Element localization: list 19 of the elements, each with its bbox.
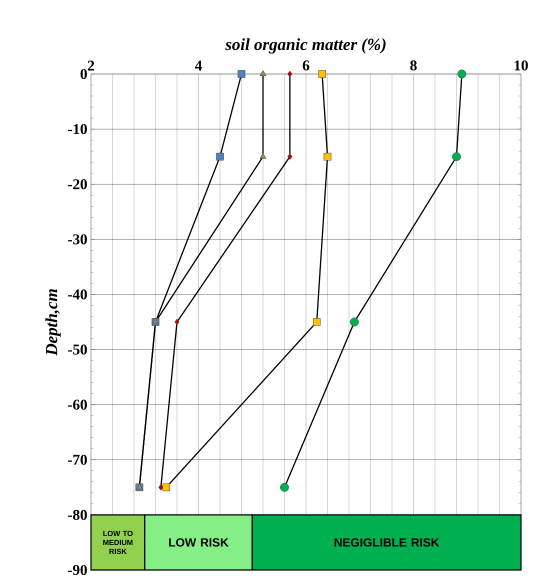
- y-tick-label: -50: [68, 344, 87, 355]
- y-tick-label: -90: [68, 564, 87, 576]
- band-label: LOW RISK: [169, 538, 229, 547]
- x-axis-title: soil organic matter (%): [225, 38, 386, 54]
- y-tick-label: -70: [68, 454, 87, 465]
- y-tick-label: -30: [68, 234, 87, 244]
- y-tick-label: -80: [68, 510, 87, 520]
- y-tick-label: 0: [80, 68, 87, 80]
- y-tick-label: -40: [68, 289, 87, 300]
- x-tick-label: 6: [302, 60, 310, 70]
- x-tick-label: 4: [194, 60, 202, 70]
- x-tick-label: 8: [410, 60, 417, 70]
- band-label: NEGIGLIBLE RISK: [334, 538, 440, 547]
- x-tick-label: 10: [514, 60, 528, 70]
- y-axis-title: Depth,cm: [45, 289, 61, 356]
- y-tick-label: -20: [68, 179, 87, 190]
- x-tick-label: 2: [88, 60, 94, 70]
- y-tick-label: -10: [68, 124, 87, 134]
- y-tick-label: -60: [68, 400, 87, 410]
